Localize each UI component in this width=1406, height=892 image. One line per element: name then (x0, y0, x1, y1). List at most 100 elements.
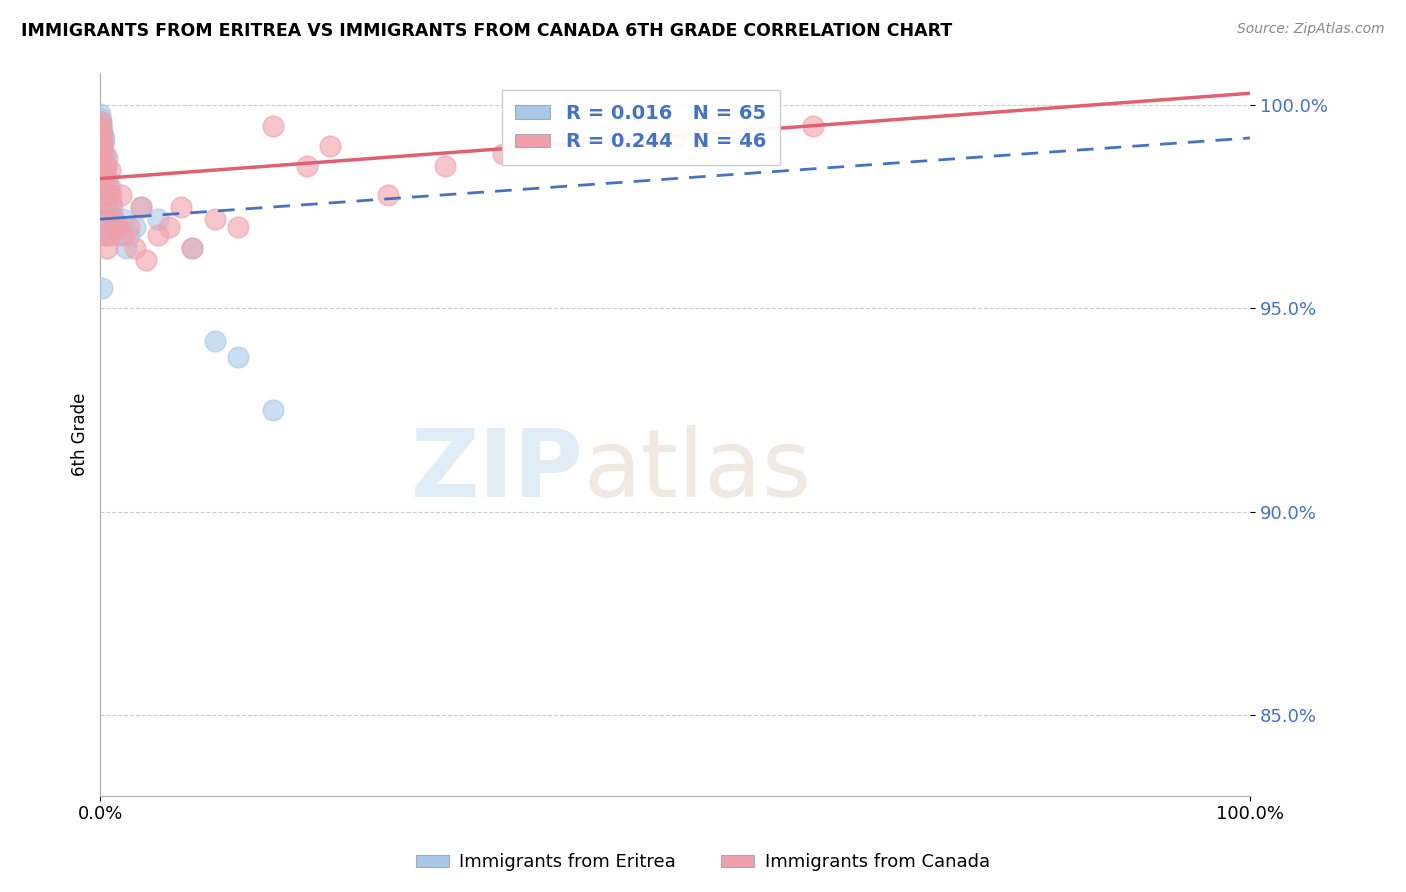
Point (89, 151, 111, 165)
Point (90, 143, 112, 157)
Point (89, 192, 111, 206)
Point (98, 163, 121, 178)
Point (93, 131, 115, 145)
Point (89, 200, 111, 214)
Point (91, 187, 114, 202)
Point (97, 179, 120, 194)
Point (89, 176, 111, 190)
Legend: R = 0.016   N = 65, R = 0.244   N = 46: R = 0.016 N = 65, R = 0.244 N = 46 (502, 90, 780, 165)
Point (97, 187, 120, 202)
Point (100, 195, 122, 210)
Point (91, 195, 114, 210)
Point (89, 127, 111, 141)
Point (377, 187, 399, 202)
Point (89, 168, 111, 182)
Point (89, 135, 111, 149)
Point (90, 114, 112, 128)
Point (89, 114, 111, 128)
Point (91, 135, 114, 149)
Point (91, 139, 114, 153)
Point (89, 160, 111, 174)
Point (90, 187, 112, 202)
Point (226, 350, 249, 364)
Point (157, 220, 180, 235)
Point (103, 220, 125, 235)
Point (434, 160, 457, 174)
Point (297, 160, 319, 174)
Point (91, 155, 114, 169)
Point (90, 131, 112, 145)
Point (204, 212, 226, 227)
Point (91, 179, 114, 194)
Point (90, 163, 112, 178)
Point (94, 200, 117, 214)
Point (135, 252, 157, 267)
Point (91, 135, 114, 149)
Point (107, 228, 129, 243)
Point (262, 403, 284, 417)
Point (89, 119, 111, 133)
Point (181, 241, 204, 255)
Point (93, 195, 115, 210)
Point (91, 123, 114, 137)
Point (114, 241, 136, 255)
Point (94, 168, 117, 182)
Point (93, 163, 115, 178)
Point (89, 147, 111, 161)
Point (110, 187, 132, 202)
Point (90, 127, 112, 141)
Point (101, 200, 124, 214)
Point (129, 200, 152, 214)
Point (204, 334, 226, 348)
Point (492, 147, 515, 161)
Point (181, 241, 204, 255)
Point (107, 220, 129, 235)
Point (89, 143, 111, 157)
Point (101, 208, 124, 222)
Point (94, 228, 117, 243)
Text: ZIP: ZIP (411, 425, 583, 516)
Point (90, 119, 112, 133)
Legend: Immigrants from Eritrea, Immigrants from Canada: Immigrants from Eritrea, Immigrants from… (409, 847, 997, 879)
Point (96, 151, 118, 165)
Point (89, 106, 111, 120)
Point (664, 131, 686, 145)
Point (226, 220, 249, 235)
Point (801, 119, 824, 133)
Point (96, 241, 118, 255)
Point (96, 171, 118, 186)
Text: atlas: atlas (583, 425, 811, 516)
Point (90, 160, 112, 174)
Point (94, 228, 117, 243)
Point (91, 163, 114, 178)
Point (124, 220, 146, 235)
Point (89, 147, 111, 161)
Point (129, 200, 152, 214)
Point (91, 151, 114, 165)
Point (91, 212, 114, 227)
Point (93, 220, 115, 235)
Point (94, 212, 117, 227)
Point (89, 216, 111, 230)
Point (90, 160, 112, 174)
Point (89, 184, 111, 198)
Point (118, 228, 141, 243)
Point (89, 111, 111, 125)
Point (262, 119, 284, 133)
Point (90, 127, 112, 141)
Point (93, 171, 115, 186)
Point (94, 160, 117, 174)
Point (90, 139, 112, 153)
Point (103, 212, 125, 227)
Point (118, 220, 141, 235)
Point (90, 114, 112, 128)
Point (112, 228, 135, 243)
Point (89, 208, 111, 222)
Point (91, 168, 114, 182)
Point (112, 212, 135, 227)
Point (94, 147, 117, 161)
Point (89, 123, 111, 137)
Point (90, 143, 112, 157)
Point (90, 171, 112, 186)
Point (89, 139, 111, 153)
